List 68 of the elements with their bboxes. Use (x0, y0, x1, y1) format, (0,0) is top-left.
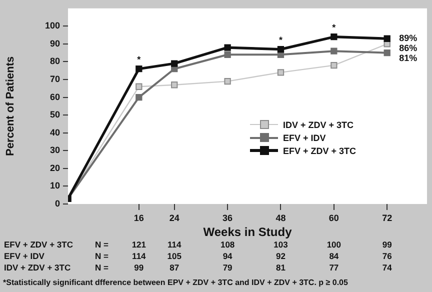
x-axis-title: Weeks in Study (203, 225, 292, 240)
point (330, 48, 338, 54)
text: EFV + ZDV + 3TC (4, 239, 73, 250)
x-tick-label: 16 (134, 212, 144, 223)
text: 92 (276, 250, 286, 261)
y-tick-label: 100 (44, 20, 60, 31)
text: N = (95, 262, 108, 272)
text: IDV + ZDV + 3TC (4, 262, 71, 272)
text: 114 (168, 239, 182, 250)
legend-label: IDV + ZDV + 3TC (283, 120, 354, 130)
y-tick-label: 30 (50, 145, 60, 156)
text: 99 (382, 239, 392, 250)
text: 121 (132, 239, 146, 250)
text: 74 (382, 262, 392, 272)
annotation: * (332, 22, 336, 32)
x-tick-label: 72 (382, 212, 392, 223)
y-tick-label: 60 (50, 92, 60, 102)
annotation: 89% (399, 33, 418, 44)
text: 108 (220, 239, 235, 250)
point (277, 69, 284, 76)
y-tick-label: 10 (50, 180, 60, 191)
x-tick-label: 24 (169, 212, 180, 223)
annotation: * (278, 34, 283, 45)
point (136, 94, 142, 101)
y-tick-label: 90 (50, 38, 60, 48)
point (384, 50, 390, 56)
point (384, 35, 390, 42)
text: 77 (329, 262, 339, 272)
y-tick-label: 70 (50, 74, 60, 84)
annotation: 81% (399, 53, 418, 64)
y-tick-label: 40 (50, 127, 60, 138)
annotation: * (137, 54, 142, 64)
text: N = (95, 239, 108, 250)
text: 103 (274, 239, 288, 250)
legend-label: EFV + IDV (283, 132, 326, 142)
point (136, 66, 142, 72)
point (330, 34, 338, 40)
y-tick-label: 50 (50, 110, 60, 120)
point (224, 51, 231, 58)
text: 94 (222, 250, 233, 261)
y-tick-label: 0 (54, 198, 60, 208)
point (171, 82, 178, 88)
point (277, 46, 284, 53)
y-tick-label: 20 (50, 162, 60, 173)
text: 105 (167, 250, 182, 261)
x-tick-label: 36 (222, 212, 233, 223)
text: 84 (329, 250, 339, 261)
point (224, 44, 231, 51)
text: 99 (134, 262, 144, 272)
y-axis-title: Percent of Patients (4, 56, 17, 156)
point (330, 62, 338, 69)
annotation: 86% (399, 43, 418, 54)
text: 114 (132, 250, 146, 261)
point (136, 83, 142, 90)
point (171, 60, 178, 67)
text: 81 (276, 262, 286, 272)
legend-label: EFV + ZDV + 3TC (283, 146, 356, 156)
text: 87 (170, 262, 180, 272)
text: EFV + IDV (4, 250, 45, 261)
text: N = (95, 250, 108, 261)
y-tick-label: 80 (50, 56, 60, 66)
text: 79 (222, 262, 233, 272)
x-tick-label: 60 (328, 212, 339, 223)
text: *Statistically significant dfference between EPV + ZDV + 3TC and IDV + ZDV + 3TC. p ≥ 0.05 (3, 278, 348, 288)
point (224, 78, 231, 85)
text: 76 (382, 250, 392, 261)
text: 100 (326, 239, 342, 250)
x-tick-label: 48 (276, 212, 286, 223)
